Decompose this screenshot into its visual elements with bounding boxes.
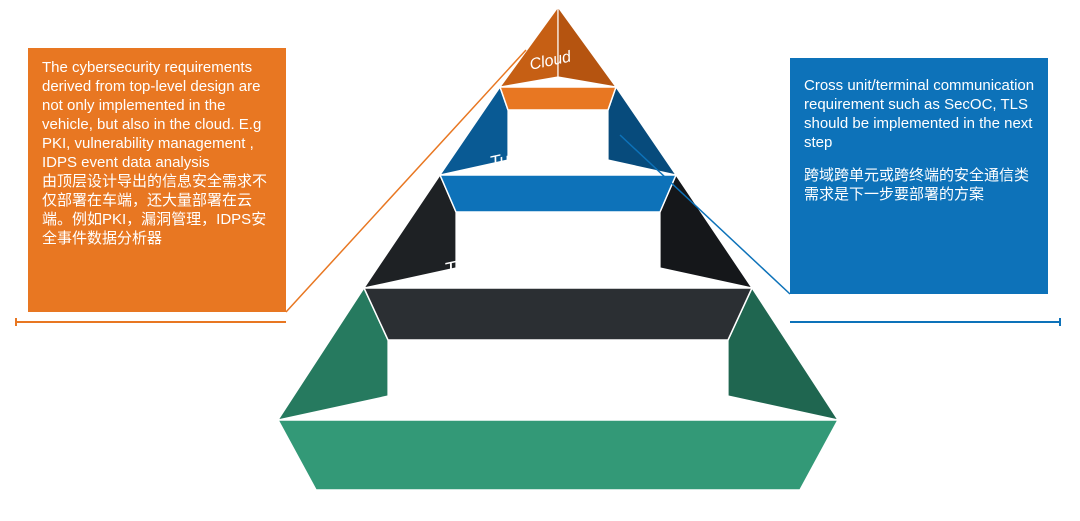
callout-right-text-en: Cross unit/terminal communication requir…	[804, 76, 1036, 152]
callout-left: The cybersecurity requirements derived f…	[28, 48, 286, 312]
callout-right: Cross unit/terminal communication requir…	[790, 58, 1048, 294]
callout-left-text-en: The cybersecurity requirements derived f…	[42, 58, 274, 172]
callout-right-text-zh: 跨域跨单元或跨终端的安全通信类需求是下一步要部署的方案	[804, 166, 1036, 204]
diagram-stage: The cybersecurity requirements derived f…	[0, 0, 1080, 521]
callout-left-text-zh: 由顶层设计导出的信息安全需求不仅部署在车端，还大量部署在云端。例如PKI，漏洞管…	[42, 172, 274, 248]
